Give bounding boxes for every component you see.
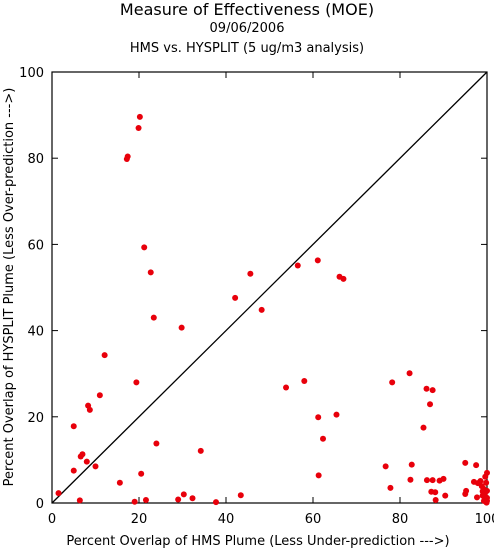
data-point [133, 379, 140, 386]
data-point [135, 125, 142, 132]
data-point [314, 257, 321, 264]
data-point [136, 113, 143, 120]
data-point [429, 477, 436, 484]
data-point [101, 352, 108, 359]
data-point [86, 406, 93, 413]
chart-title: Measure of Effectiveness (MOE) [119, 0, 375, 19]
axis-ticks: 0 20 40 60 80 100 0 20 40 60 80 100 [19, 66, 494, 527]
y-tick-label: 0 [36, 497, 44, 512]
data-point [147, 269, 154, 276]
data-point [237, 492, 244, 499]
data-point [432, 489, 439, 496]
data-point [55, 490, 62, 497]
data-point [142, 496, 149, 503]
data-point [473, 494, 480, 501]
data-point [315, 414, 322, 421]
chart-subtitle: HMS vs. HYSPLIT (5 ug/m3 analysis) [129, 41, 365, 56]
data-point [70, 467, 77, 474]
x-axis-label: Percent Overlap of HMS Plume (Less Under… [66, 534, 449, 549]
data-point [124, 153, 131, 160]
data-point [175, 496, 182, 503]
data-point [442, 492, 449, 499]
data-point [408, 461, 415, 468]
data-point [92, 463, 99, 470]
data-point [333, 411, 340, 418]
data-point [178, 324, 185, 331]
data-point [432, 496, 439, 503]
data-point [212, 499, 219, 506]
data-point [484, 469, 490, 476]
data-point [131, 498, 138, 505]
data-point [153, 440, 160, 447]
data-point [340, 275, 347, 282]
plot-frame [51, 71, 488, 504]
data-point [189, 495, 196, 502]
data-point [427, 401, 434, 408]
chart-date: 09/06/2006 [209, 21, 285, 36]
data-point [258, 306, 265, 313]
data-point [116, 479, 123, 486]
data-point [484, 487, 490, 494]
data-point [387, 484, 394, 491]
data-point [197, 447, 204, 454]
data-point [407, 476, 414, 483]
data-point [283, 384, 290, 391]
y-tick-label: 60 [27, 238, 44, 253]
y-tick-label: 40 [27, 325, 44, 340]
data-point [473, 462, 480, 469]
y-axis-label: Percent Overlap of HYSPLIT Plume (Less O… [2, 88, 17, 487]
data-point [420, 424, 427, 431]
y-tick-label: 20 [27, 411, 44, 426]
data-point [76, 497, 83, 504]
data-point [315, 472, 322, 479]
data-point [301, 378, 308, 385]
x-tick-label: 20 [131, 512, 148, 527]
data-point [247, 270, 254, 277]
data-point [389, 379, 396, 386]
x-tick-label: 0 [48, 512, 56, 527]
data-point [440, 475, 447, 482]
reference-line [51, 71, 488, 504]
data-point [180, 491, 187, 498]
data-point [463, 487, 470, 494]
x-tick-label: 100 [475, 512, 494, 527]
data-point [483, 479, 490, 486]
data-point [462, 459, 469, 466]
y-tick-label: 80 [27, 152, 44, 167]
data-point [423, 477, 430, 484]
data-point [150, 314, 157, 321]
data-point [138, 470, 145, 477]
data-point [406, 370, 413, 377]
x-tick-label: 80 [392, 512, 409, 527]
plot-border [51, 71, 488, 504]
data-point [232, 294, 239, 301]
data-point [477, 478, 484, 485]
data-point [294, 262, 301, 269]
data-point [96, 392, 103, 399]
data-point [320, 435, 327, 442]
data-point [83, 458, 90, 465]
one-to-one-line [51, 71, 488, 504]
data-point [484, 497, 490, 504]
x-tick-label: 40 [218, 512, 235, 527]
data-point [423, 385, 430, 392]
data-point [382, 463, 389, 470]
data-point [70, 423, 77, 430]
data-points [55, 113, 490, 506]
y-tick-label: 100 [19, 66, 44, 81]
x-tick-label: 60 [305, 512, 322, 527]
data-point [429, 387, 436, 394]
data-point [79, 451, 86, 458]
data-point [141, 244, 148, 251]
